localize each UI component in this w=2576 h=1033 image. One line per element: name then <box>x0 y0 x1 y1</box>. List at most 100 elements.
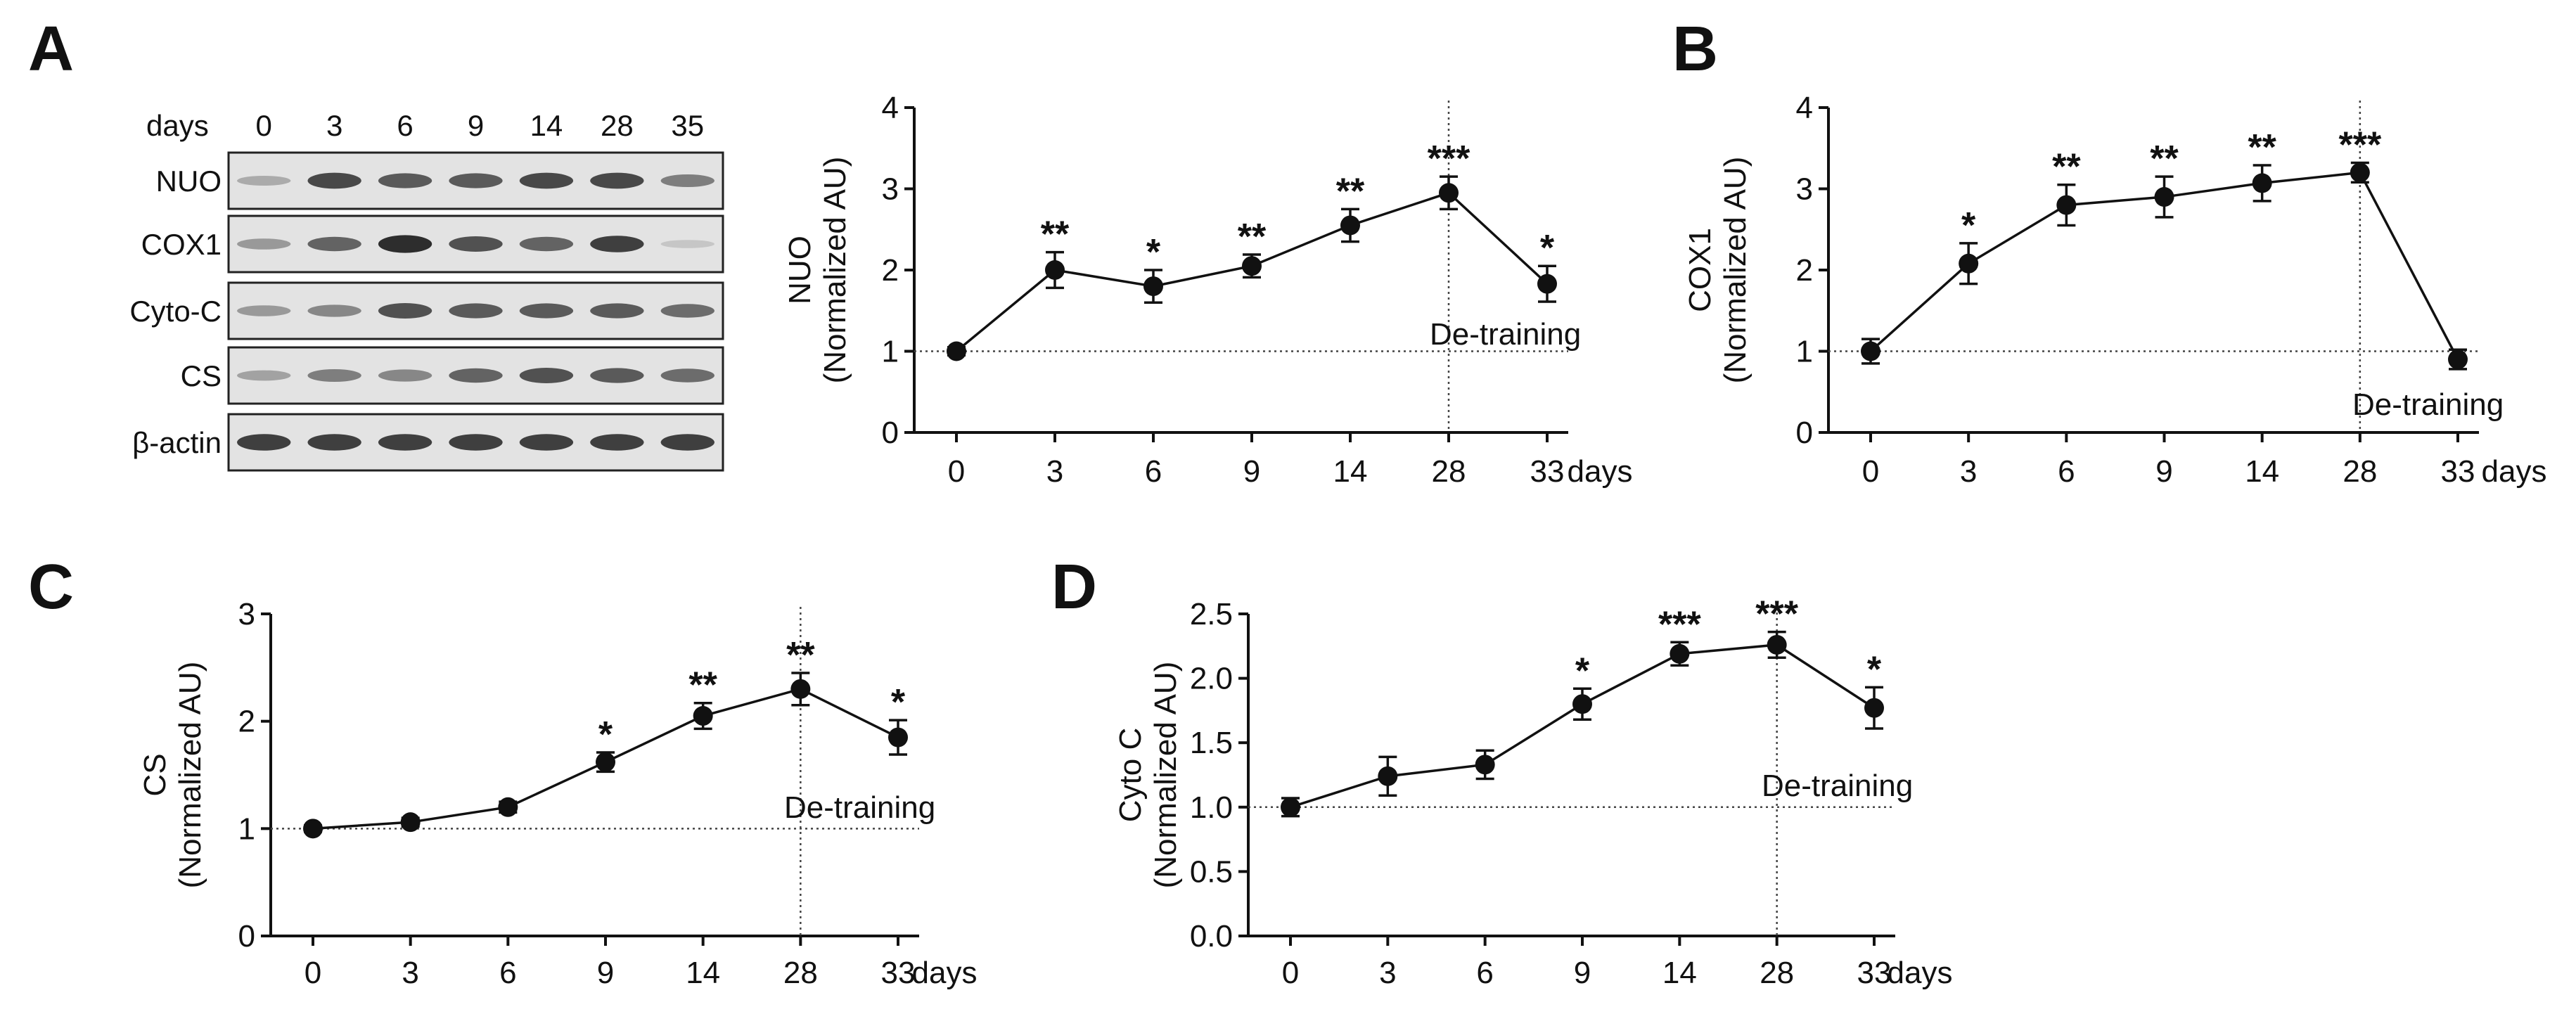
x-tick-label: 0 <box>1862 454 1879 489</box>
y-axis-label-line1: NUO <box>783 236 817 304</box>
x-tick-label: 6 <box>1476 956 1493 990</box>
significance-marker: ** <box>688 665 717 706</box>
blot-band <box>590 434 644 451</box>
panel-letter-d: D <box>1051 552 1097 622</box>
blot-lane-label: 6 <box>397 109 413 142</box>
significance-marker: * <box>1961 205 1976 246</box>
y-tick-label: 0 <box>1796 416 1813 450</box>
blot-band <box>590 303 644 319</box>
x-tick-label: 6 <box>2058 454 2075 489</box>
x-axis-label: days <box>1568 454 1633 489</box>
y-tick-label: 0 <box>238 919 255 954</box>
x-tick-label: 9 <box>597 956 614 990</box>
data-point <box>303 819 323 839</box>
x-tick-label: 14 <box>2245 454 2279 489</box>
blot-band <box>449 434 503 451</box>
x-tick-label: 33 <box>2441 454 2475 489</box>
x-tick-label: 14 <box>1333 454 1368 489</box>
panel-letter-a: A <box>28 14 74 84</box>
blot-days-label: days <box>146 109 209 142</box>
x-tick-label: 14 <box>1662 956 1697 990</box>
y-tick-label: 1 <box>882 335 899 369</box>
x-tick-label: 3 <box>1379 956 1396 990</box>
x-tick-label: 9 <box>2155 454 2172 489</box>
blot-band <box>519 368 574 383</box>
blot-band <box>378 235 432 253</box>
x-tick-label: 28 <box>1432 454 1466 489</box>
y-tick-label: 2 <box>882 253 899 288</box>
y-tick-label: 3 <box>238 597 255 631</box>
blot-band <box>519 236 574 252</box>
x-tick-label: 28 <box>1760 956 1794 990</box>
data-point <box>1378 766 1398 786</box>
y-tick-label: 2 <box>238 705 255 739</box>
data-point <box>1045 260 1065 280</box>
blot-lane-label: 0 <box>256 109 272 142</box>
y-axis-label-line1: Cyto C <box>1113 728 1148 822</box>
blot-row-label: Cyto-C <box>129 295 222 328</box>
blot-lane-label: 3 <box>326 109 342 142</box>
significance-marker: *** <box>1658 604 1701 645</box>
x-tick-label: 3 <box>1960 454 1977 489</box>
x-tick-label: 14 <box>686 956 720 990</box>
y-axis-label: CS(Normalized AU) <box>138 662 207 889</box>
significance-marker: ** <box>786 635 815 676</box>
x-tick-label: 3 <box>402 956 418 990</box>
data-point <box>888 727 908 748</box>
blot-band <box>378 369 432 382</box>
blot-band <box>307 236 361 252</box>
data-point <box>1670 643 1690 664</box>
significance-marker: * <box>598 714 613 755</box>
detraining-label: De-training <box>2352 387 2504 422</box>
blot-band <box>449 236 503 252</box>
x-tick-label: 0 <box>305 956 321 990</box>
blot-band <box>307 434 361 451</box>
y-tick-label: 2.0 <box>1190 662 1233 696</box>
blot-lane-label: 9 <box>468 109 484 142</box>
y-tick-label: 0.5 <box>1190 854 1233 889</box>
data-point <box>947 341 966 361</box>
data-point <box>1475 755 1495 775</box>
data-point <box>2056 195 2077 215</box>
blot-band <box>449 368 503 383</box>
significance-marker: * <box>1540 228 1555 269</box>
detraining-label: De-training <box>1762 769 1913 803</box>
data-point <box>1864 698 1884 718</box>
x-tick-label: 3 <box>1046 454 1063 489</box>
blot-band <box>449 303 503 319</box>
blot-row-label: CS <box>181 359 222 392</box>
y-tick-label: 4 <box>882 91 899 125</box>
data-point <box>1959 253 1979 274</box>
blot-band <box>237 370 291 381</box>
significance-marker: ** <box>1336 171 1365 212</box>
blot-lane-label: 28 <box>601 109 634 142</box>
data-point <box>498 797 518 817</box>
y-tick-label: 1 <box>1796 335 1813 369</box>
data-point <box>1572 694 1592 714</box>
x-axis-label: days <box>912 956 978 990</box>
data-point <box>1861 341 1880 361</box>
significance-marker: * <box>891 682 906 723</box>
y-tick-label: 3 <box>882 172 899 207</box>
blot-row-label: NUO <box>156 165 222 198</box>
panel-letter-c: C <box>28 552 74 622</box>
x-tick-label: 28 <box>783 956 818 990</box>
x-tick-label: 33 <box>881 956 916 990</box>
y-axis-label-line2: (Normalized AU) <box>818 157 852 384</box>
blot-lane-label: 14 <box>530 109 563 142</box>
data-point <box>1537 274 1557 294</box>
data-point <box>2350 162 2370 183</box>
x-tick-label: 6 <box>1145 454 1162 489</box>
blot-band <box>378 434 432 451</box>
significance-marker: ** <box>2150 139 2179 179</box>
data-point <box>1281 797 1300 817</box>
blot-band <box>660 174 715 187</box>
blot-band <box>519 172 574 189</box>
x-tick-label: 9 <box>1574 956 1591 990</box>
blot-band <box>378 173 432 188</box>
y-tick-label: 3 <box>1796 172 1813 207</box>
x-tick-label: 6 <box>499 956 516 990</box>
